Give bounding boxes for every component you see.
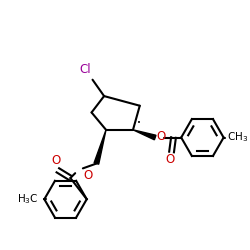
Text: H$_3$C: H$_3$C bbox=[17, 192, 38, 206]
Text: CH$_3$: CH$_3$ bbox=[226, 131, 248, 144]
Text: Cl: Cl bbox=[79, 63, 90, 76]
Text: O: O bbox=[165, 153, 174, 166]
Polygon shape bbox=[94, 130, 106, 164]
Text: O: O bbox=[51, 154, 60, 168]
Text: O: O bbox=[84, 169, 93, 182]
Polygon shape bbox=[133, 130, 156, 140]
Text: O: O bbox=[156, 130, 166, 143]
Text: •: • bbox=[137, 120, 141, 126]
